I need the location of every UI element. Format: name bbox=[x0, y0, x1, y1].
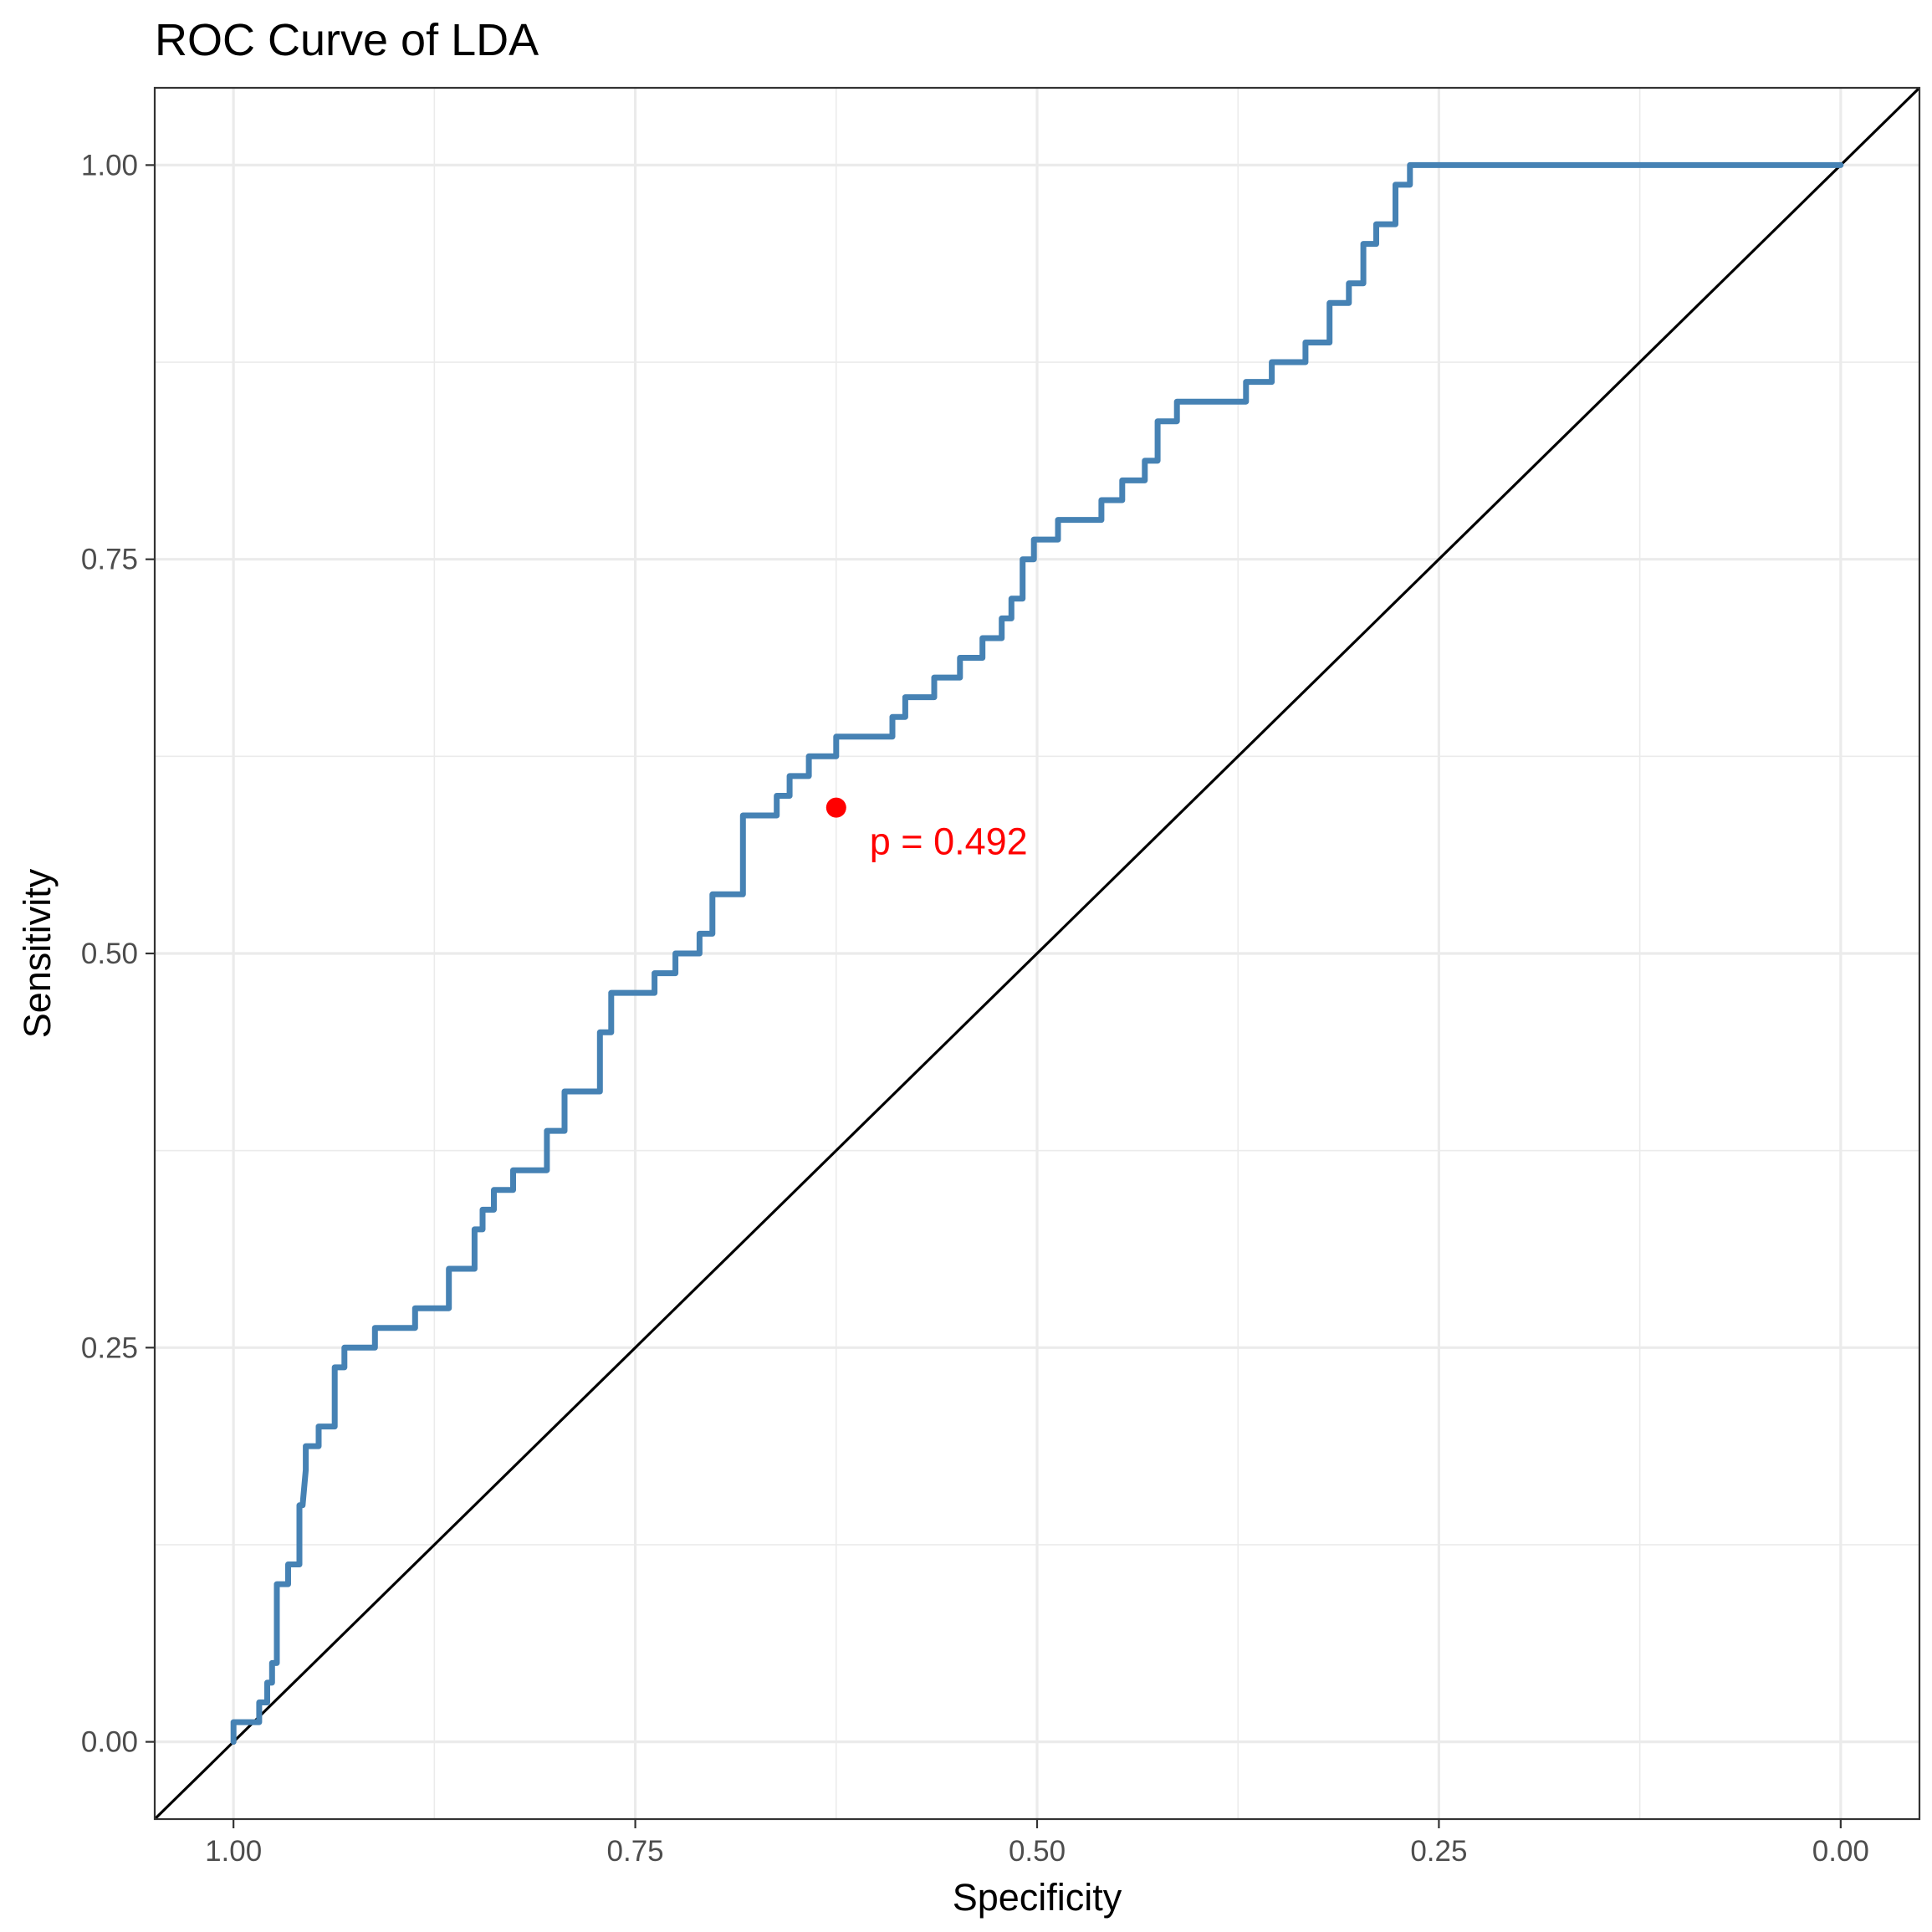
reference-diagonal bbox=[153, 86, 1921, 1821]
x-axis: 1.00 0.75 0.50 0.25 0.00 bbox=[205, 1819, 1869, 1868]
x-tick-label: 1.00 bbox=[205, 1835, 262, 1868]
y-tick-label: 0.50 bbox=[81, 938, 138, 970]
x-axis-title: Specificity bbox=[953, 1876, 1122, 1919]
y-tick-label: 0.75 bbox=[81, 544, 138, 576]
y-tick-label: 1.00 bbox=[81, 149, 138, 181]
y-tick-label: 0.00 bbox=[81, 1726, 138, 1759]
y-axis-title: Sensitivity bbox=[16, 868, 59, 1038]
y-tick-label: 0.25 bbox=[81, 1331, 138, 1364]
x-tick-label: 0.25 bbox=[1410, 1835, 1467, 1868]
x-tick-label: 0.75 bbox=[607, 1835, 664, 1868]
chart-title: ROC Curve of LDA bbox=[155, 15, 539, 65]
curve-layer bbox=[230, 161, 1844, 1745]
x-tick-label: 0.50 bbox=[1009, 1835, 1066, 1868]
x-tick-label: 0.00 bbox=[1812, 1835, 1869, 1868]
annotation-layer: p = 0.492 bbox=[825, 797, 1028, 863]
y-axis: 0.00 0.25 0.50 0.75 1.00 bbox=[81, 149, 155, 1759]
diagonal-layer bbox=[153, 86, 1921, 1821]
plot-panel: p = 0.492 bbox=[153, 86, 1921, 1821]
threshold-point bbox=[825, 797, 846, 818]
threshold-label: p = 0.492 bbox=[870, 820, 1028, 863]
roc-curve-line bbox=[230, 161, 1844, 1745]
